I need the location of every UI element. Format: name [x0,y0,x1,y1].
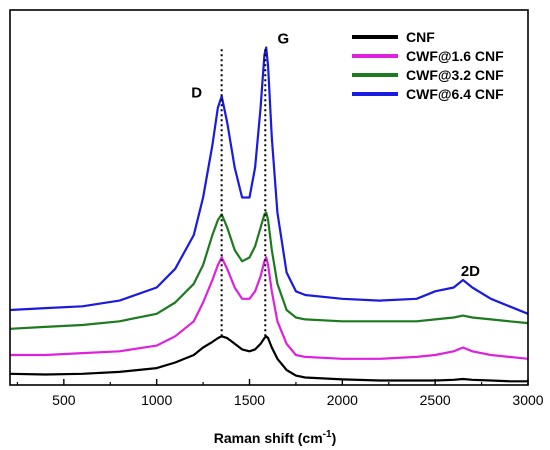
plot-frame [9,9,529,386]
x-axis-tick-labels: 500 1000 1500 2000 2500 3000 [52,392,544,408]
legend-label-2: CWF@3.2 CNF [406,67,504,83]
x-axis-title: Raman shift (cm-1) [214,429,337,446]
annotation-d: D [191,85,202,102]
x-tick-label: 2000 [327,392,358,408]
peak-annotations: D G 2D [191,30,480,280]
x-tick-label: 1500 [234,392,265,408]
x-tick-label: 1000 [141,392,172,408]
legend: CNF CWF@1.6 CNF CWF@3.2 CNF CWF@6.4 CNF [352,29,504,102]
annotation-2d: 2D [461,263,480,280]
x-tick-label: 2500 [420,392,451,408]
x-axis-ticks [16,379,529,385]
legend-label-3: CWF@6.4 CNF [406,86,504,102]
legend-label-1: CWF@1.6 CNF [406,48,504,64]
x-tick-label: 3000 [512,392,543,408]
x-tick-label: 500 [52,392,76,408]
series-line-0 [9,335,528,383]
series-line-1 [10,256,529,360]
legend-label-0: CNF [406,29,435,45]
reference-lines [220,47,267,337]
annotation-g: G [277,30,289,47]
